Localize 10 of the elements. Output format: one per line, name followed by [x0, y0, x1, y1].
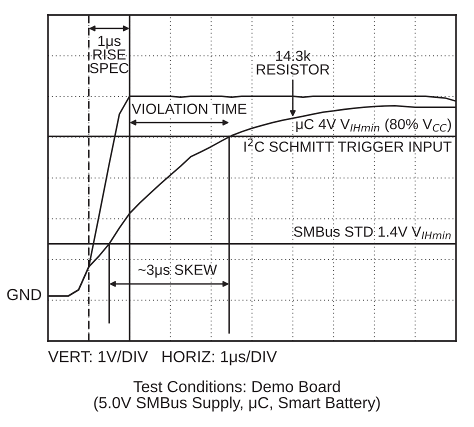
text: 1μs RISE SPEC — [90, 36, 128, 74]
ref-line-label: SMBus STD 1.4V V$_{IHmin}$ — [294, 226, 451, 240]
text: VERT: 1V/DIV HORIZ: 1μs/DIV — [48, 350, 277, 366]
text: GND — [7, 288, 42, 300]
annotation: VIOLATION TIME — [132, 104, 246, 114]
ref-line-label: μC 4V V$_{IHmin}$ (80% V$_{CC}$) — [296, 118, 451, 132]
annotation: I$^{2}$C SCHMITT TRIGGER INPUT — [244, 138, 452, 152]
text: 14.3k RESISTOR — [256, 50, 330, 75]
annotation: ~3μs SKEW — [138, 264, 218, 278]
text: Test Conditions: Demo Board (5.0V SMBus Supply, μC, Smart Battery) — [94, 380, 380, 412]
